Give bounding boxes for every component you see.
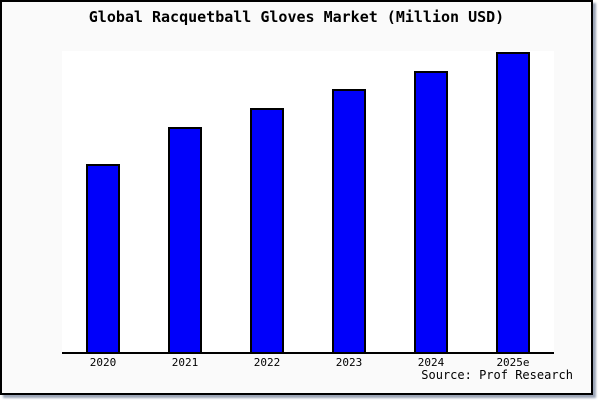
bar-2023 [332,89,366,352]
bar-2020 [86,164,120,352]
source-note: Source: Prof Research [421,368,573,382]
bar-2021 [168,127,202,352]
x-tick-label-2022: 2022 [253,356,281,369]
x-tick-label-2023: 2023 [335,356,363,369]
bar-2025e [496,52,530,352]
x-tick-label-2021: 2021 [171,356,199,369]
plot-area [62,51,554,354]
chart-title: Global Racquetball Gloves Market (Millio… [88,8,505,26]
x-tick-label-2020: 2020 [89,356,117,369]
bar-2024 [414,71,448,352]
x-tick-label-2025e: 2025e [496,356,530,369]
chart-frame: Global Racquetball Gloves Market (Millio… [0,0,593,395]
x-tick-label-2024: 2024 [417,356,445,369]
bar-2022 [250,108,284,352]
